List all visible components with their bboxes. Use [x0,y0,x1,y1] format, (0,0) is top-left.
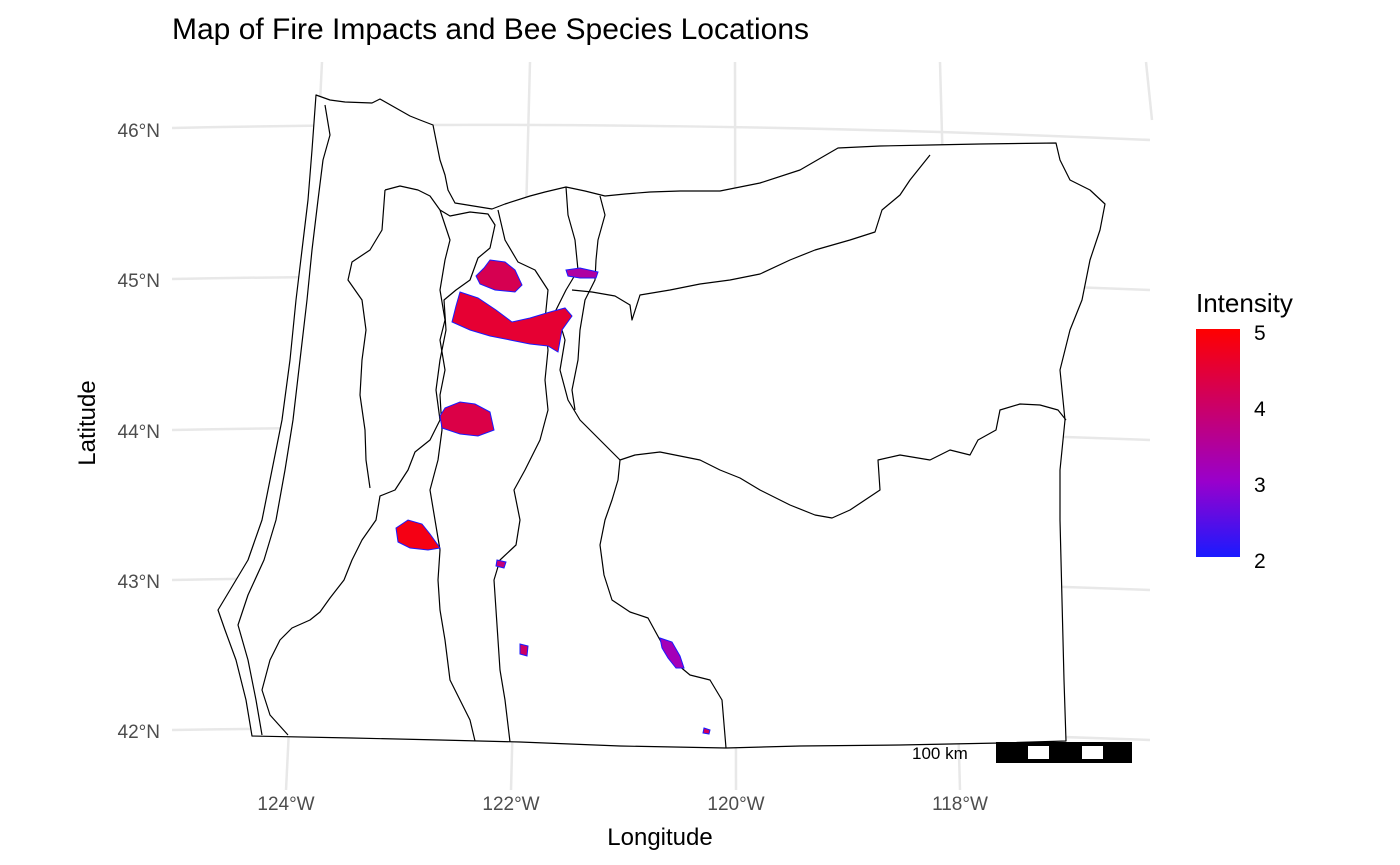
legend-tick-5: 5 [1254,322,1266,345]
legend-tick-3: 3 [1254,474,1266,497]
scale-bar-label: 100 km [912,744,968,763]
y-tick-43: 43°N [118,572,160,593]
fire-patch-lake-county [659,637,685,669]
boundary-crook [571,195,606,411]
coastline [237,104,331,736]
legend-colorbar [1196,329,1240,557]
fire-patch-umpqua [395,519,441,551]
x-axis-title: Longitude [607,824,712,851]
boundary-deschutes [555,186,1067,519]
y-axis-title: Latitude [74,380,101,465]
scale-bar-frame [996,742,1132,763]
oregon-outline [217,94,1106,749]
fire-patch-warm-springs [565,267,599,279]
boundary-john-day [571,154,931,321]
x-tick-124: 124°W [257,794,314,815]
fire-patch-crater-lake [495,559,507,569]
y-axis-ticks: 46°N 45°N 44°N 43°N 42°N [118,121,160,743]
graticule-lon-116 [1144,61,1154,121]
fire-patches [395,259,711,735]
y-tick-44: 44°N [118,422,160,443]
legend-tick-2: 2 [1254,550,1266,573]
boundary-willamette-west [261,185,496,736]
y-tick-42: 42°N [118,722,160,743]
boundary-harney [599,459,727,749]
y-tick-46: 46°N [118,121,160,142]
y-tick-45: 45°N [118,271,160,292]
fire-patch-mckenzie [439,401,495,437]
legend-tick-4: 4 [1254,398,1266,421]
boundary-cascades-mid [429,209,476,742]
legend-title: Intensity [1196,288,1293,318]
x-tick-122: 122°W [482,794,539,815]
map-title: Map of Fire Impacts and Bee Species Loca… [172,13,809,46]
scale-bar-segment-2 [1082,746,1103,759]
intensity-legend: Intensity 5 4 3 2 [1196,288,1293,573]
scale-bar-segment-1 [1028,746,1049,759]
fire-patch-mt-hood-north [475,259,523,293]
region-boundaries [261,154,1067,749]
x-tick-120: 120°W [707,794,764,815]
fire-patch-klamath [519,643,529,657]
scale-bar: 100 km [912,742,1132,763]
fire-patch-south-border [702,727,711,735]
x-axis-ticks: 124°W 122°W 120°W 118°W [257,794,988,815]
boundary-cascades-west [493,209,549,743]
x-tick-118: 118°W [932,794,988,815]
fire-patch-santiam-complex [451,291,573,353]
boundary-coast-range [347,189,386,489]
